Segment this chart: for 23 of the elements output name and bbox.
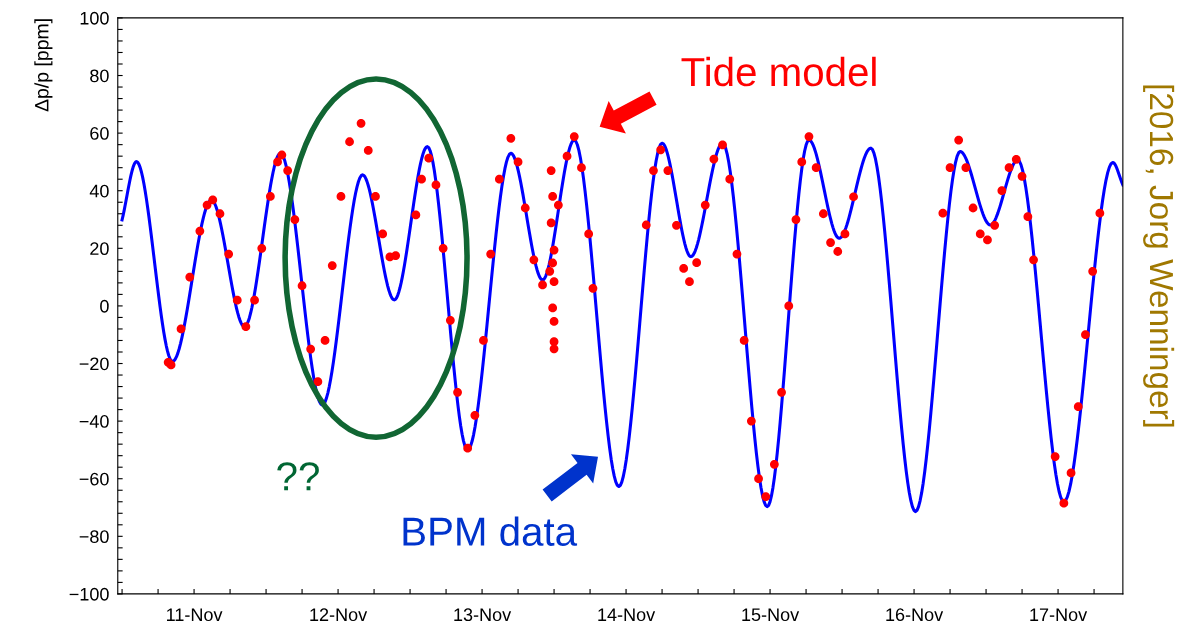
y-tick-label: 100 bbox=[80, 11, 109, 25]
y-tick-label: −40 bbox=[79, 415, 109, 428]
y-tick-label: 0 bbox=[100, 299, 109, 313]
y-tick-label: −100 bbox=[69, 587, 109, 601]
x-tick-label: 15-Nov bbox=[742, 608, 800, 622]
annotation: Tide model bbox=[681, 56, 876, 87]
x-tick-label: 17-Nov bbox=[1030, 608, 1088, 622]
x-tick-label: 12-Nov bbox=[310, 608, 368, 622]
y-tick-label: −60 bbox=[79, 472, 109, 486]
y-tick-label: 80 bbox=[90, 69, 109, 83]
x-tick-label: 14-Nov bbox=[598, 608, 656, 622]
annotation: ?? bbox=[277, 462, 319, 491]
y-tick-label: 60 bbox=[90, 127, 109, 140]
x-tick-label: 13-Nov bbox=[454, 608, 512, 622]
y-axis-title: Δp/p [ppm] bbox=[34, 19, 53, 112]
y-tick-label: 20 bbox=[90, 242, 109, 256]
text: [2016, Jorg Wenninger] bbox=[1143, 85, 1175, 427]
y-tick-label: 40 bbox=[89, 184, 109, 198]
annotation: BPM data bbox=[403, 516, 578, 546]
y-tick-label: −20 bbox=[79, 357, 109, 371]
x-tick-label: 16-Nov bbox=[886, 608, 944, 622]
y-tick-label: −80 bbox=[79, 530, 109, 544]
x-tick-label: 11-Nov bbox=[167, 608, 223, 622]
